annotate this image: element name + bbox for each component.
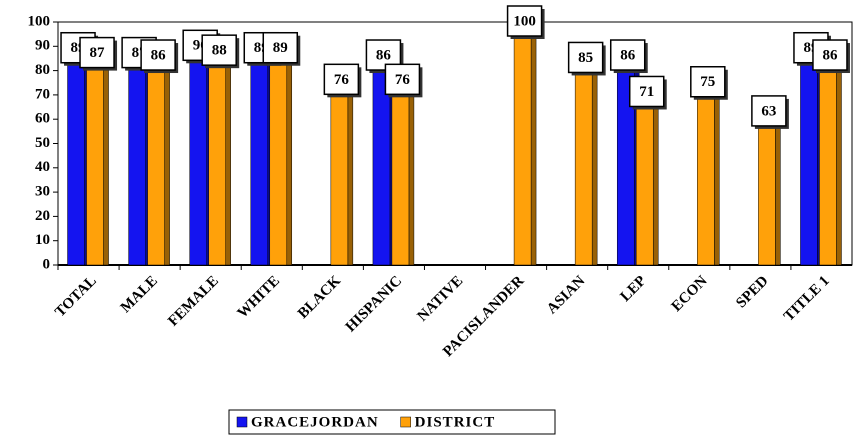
data-label-box xyxy=(140,39,176,71)
data-label: 87 xyxy=(90,45,106,61)
data-label-box xyxy=(567,41,604,74)
legend-label: GRACEJORDAN xyxy=(251,414,379,430)
x-tick-label: TITLE 1 xyxy=(781,273,833,325)
bar xyxy=(574,58,593,266)
legend-label: DISTRICT xyxy=(415,414,496,430)
data-label: 76 xyxy=(334,72,350,88)
bar xyxy=(250,48,269,266)
y-tick-label: 40 xyxy=(35,159,50,175)
y-tick-label: 60 xyxy=(35,111,50,127)
data-label: 88 xyxy=(212,43,227,59)
y-tick-label: 30 xyxy=(35,184,50,200)
data-label: 76 xyxy=(395,72,411,88)
x-tick-label: HISPANIC xyxy=(343,273,405,335)
bar-side xyxy=(225,45,231,266)
x-tick-label: ECON xyxy=(669,273,711,315)
data-label: 89 xyxy=(273,40,288,56)
data-label-box xyxy=(751,95,787,127)
bar-side xyxy=(347,74,354,266)
data-label-box xyxy=(201,34,237,66)
data-label-box xyxy=(506,5,543,37)
x-tick-label: SPED xyxy=(733,273,772,312)
bar xyxy=(800,48,818,266)
data-label: 86 xyxy=(376,47,392,63)
data-label-box xyxy=(323,63,360,96)
data-label-box xyxy=(79,36,115,69)
bar xyxy=(697,82,715,266)
bar-side xyxy=(408,74,415,266)
bar xyxy=(758,111,776,266)
legend-box xyxy=(228,409,556,435)
x-tick-label: WHITE xyxy=(235,273,283,321)
bar-side xyxy=(103,47,109,266)
x-tick-label: NATIVE xyxy=(414,273,466,325)
bar xyxy=(635,92,654,266)
y-tick-label: 90 xyxy=(35,38,50,54)
bar xyxy=(67,48,85,266)
bar-side xyxy=(164,50,170,266)
y-tick-label: 80 xyxy=(35,62,50,78)
y-tick-label: 50 xyxy=(35,135,50,151)
bar-side xyxy=(530,16,537,266)
data-label-box xyxy=(262,31,299,64)
y-tick-label: 20 xyxy=(35,208,50,224)
bar xyxy=(189,46,207,266)
data-label-box xyxy=(690,66,726,98)
y-tick-label: 0 xyxy=(43,256,51,272)
data-label: 86 xyxy=(822,47,838,63)
legend-swatch xyxy=(400,416,411,428)
x-tick-label: FEMALE xyxy=(165,273,222,330)
data-label: 85 xyxy=(578,50,593,66)
data-label-box xyxy=(609,39,646,71)
bar-side xyxy=(836,50,842,266)
x-tick-label: BLACK xyxy=(295,273,344,322)
bar-side xyxy=(591,52,598,266)
y-tick-label: 100 xyxy=(28,13,51,29)
bar xyxy=(128,53,146,266)
legend-swatch xyxy=(236,416,248,428)
bar-side xyxy=(775,106,781,266)
data-label: 63 xyxy=(761,103,776,119)
bar-side xyxy=(286,43,293,266)
data-label: 86 xyxy=(151,47,167,63)
bar xyxy=(391,80,410,266)
data-label-box xyxy=(384,63,421,96)
data-label: 86 xyxy=(620,47,636,63)
x-tick-label: TOTAL xyxy=(52,273,99,320)
x-tick-label: MALE xyxy=(118,273,161,316)
x-tick-label: ASIAN xyxy=(544,273,588,317)
bar xyxy=(208,50,226,266)
bar-side xyxy=(652,86,659,266)
x-tick-label: LEP xyxy=(618,273,650,305)
bar xyxy=(86,53,104,266)
y-tick-label: 70 xyxy=(35,86,50,102)
bar xyxy=(819,55,837,266)
data-label: 75 xyxy=(700,74,715,90)
bar xyxy=(330,80,349,266)
y-tick-label: 10 xyxy=(35,232,50,248)
data-label-box xyxy=(812,39,848,71)
bar xyxy=(269,48,288,266)
bar xyxy=(147,55,165,266)
data-label: 100 xyxy=(513,13,536,29)
data-label: 71 xyxy=(639,84,654,100)
bar-side xyxy=(714,77,720,266)
bar xyxy=(513,21,532,266)
data-label-box xyxy=(628,75,665,108)
